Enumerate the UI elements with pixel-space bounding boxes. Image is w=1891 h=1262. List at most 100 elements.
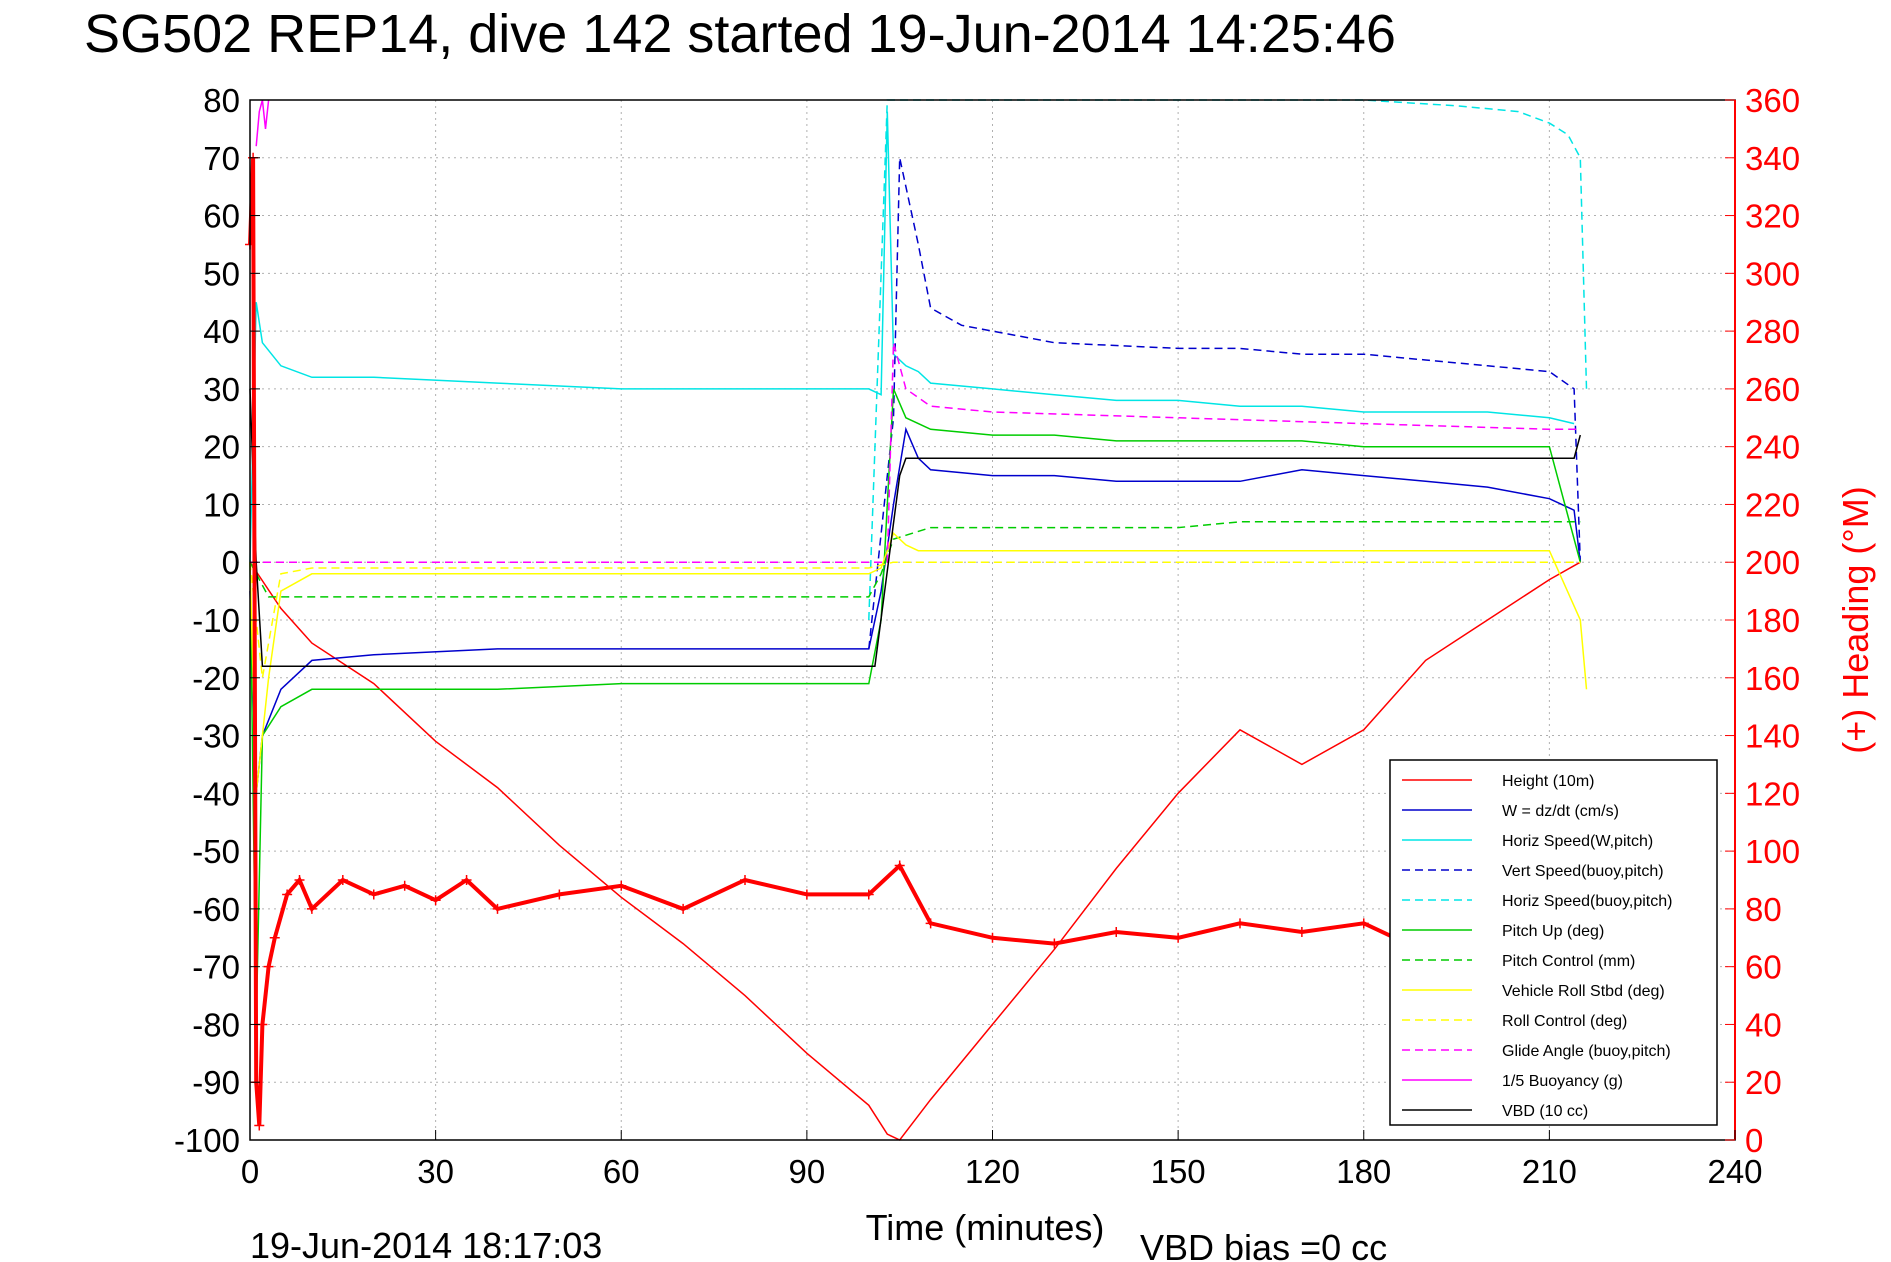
- right-tick-label: 300: [1745, 255, 1800, 292]
- heading-marker: [894, 860, 905, 871]
- y-tick-label: -40: [192, 775, 240, 812]
- footer-timestamp: 19-Jun-2014 18:17:03: [250, 1225, 602, 1262]
- heading-marker: [1173, 932, 1184, 943]
- y-axis-ticks: 80 70 60 50 40 30 20 10 0 -10 -20 -30 -40 -50 -60 -70 -8…: [174, 82, 260, 1159]
- heading-marker: [294, 875, 305, 885]
- right-tick-label: 340: [1745, 140, 1800, 177]
- x-tick-label: 120: [965, 1153, 1020, 1190]
- right-tick-label: 0: [1745, 1122, 1763, 1159]
- legend-box: [1389, 759, 1718, 1126]
- x-axis-label: Time (minutes): [866, 1207, 1105, 1248]
- y-tick-label: 70: [203, 140, 240, 177]
- heading-marker: [678, 903, 689, 914]
- right-tick-label: 260: [1745, 371, 1800, 408]
- heading-marker: [492, 903, 503, 914]
- right-tick-label: 180: [1745, 602, 1800, 639]
- right-tick-label: 280: [1745, 313, 1800, 350]
- right-tick-label: 200: [1745, 544, 1800, 581]
- heading-marker: [1235, 918, 1245, 929]
- series-line-roll-control-deg: [249, 561, 1581, 678]
- x-tick-label: 0: [241, 1153, 259, 1190]
- y-tick-label: 80: [203, 82, 240, 119]
- legend-label: Pitch Control (mm): [1502, 953, 1635, 970]
- y-tick-label: 40: [203, 313, 240, 350]
- right-tick-label: 220: [1745, 486, 1800, 523]
- heading-marker: [554, 889, 565, 900]
- y-tick-label: -50: [192, 833, 240, 870]
- right-tick-label: 40: [1745, 1006, 1782, 1043]
- series-line-vbd-10-cc: [249, 388, 1582, 667]
- x-tick-label: 150: [1151, 1153, 1206, 1190]
- right-tick-label: 20: [1745, 1064, 1782, 1101]
- right-tick-label: 80: [1745, 891, 1782, 928]
- y-tick-label: -100: [174, 1122, 240, 1159]
- y-tick-label: 50: [203, 255, 240, 292]
- heading-marker: [1358, 918, 1369, 929]
- heading-marker: [925, 918, 936, 929]
- legend-label: Horiz Speed(W,pitch): [1502, 833, 1653, 850]
- y-tick-label: 10: [203, 486, 240, 523]
- heading-marker: [801, 889, 812, 900]
- legend-label: Pitch Up (deg): [1502, 923, 1604, 940]
- legend-label: Vehicle Roll Stbd (deg): [1502, 983, 1665, 1000]
- heading-marker: [987, 932, 998, 943]
- x-tick-label: 30: [417, 1153, 454, 1190]
- right-tick-label: 240: [1745, 429, 1800, 466]
- y-tick-label: 20: [203, 429, 240, 466]
- right-tick-label: 120: [1745, 775, 1800, 812]
- legend-label: W = dz/dt (cm/s): [1502, 803, 1619, 820]
- series-line-pitch-up-deg: [249, 388, 1582, 1025]
- right-tick-label: 60: [1745, 949, 1782, 986]
- right-tick-label: 320: [1745, 198, 1800, 235]
- x-tick-label: 210: [1522, 1153, 1577, 1190]
- heading-marker: [616, 880, 627, 891]
- heading-marker: [399, 880, 410, 891]
- y-tick-label: 30: [203, 371, 240, 408]
- heading-marker: [368, 889, 379, 900]
- legend-label: Horiz Speed(buoy,pitch): [1502, 893, 1672, 910]
- right-tick-label: 100: [1745, 833, 1800, 870]
- x-axis-ticks: 0 30 60 90 120 150 180 210 240: [241, 1130, 1763, 1190]
- right-tick-label: 160: [1745, 660, 1800, 697]
- right-axis-label: (+) Heading (°M): [1835, 486, 1876, 753]
- x-tick-label: 90: [789, 1153, 826, 1190]
- legend: Height (10m) W = dz/dt (cm/s) Horiz Speed(…: [1389, 759, 1718, 1126]
- heading-marker: [263, 961, 274, 972]
- heading-marker: [1296, 927, 1307, 937]
- x-tick-label: 180: [1336, 1153, 1391, 1190]
- heading-marker: [282, 889, 293, 900]
- legend-label: Vert Speed(buoy,pitch): [1502, 863, 1664, 880]
- heading-marker: [1111, 927, 1122, 937]
- legend-label: Height (10m): [1502, 773, 1594, 790]
- series-line-pitch-control-mm: [249, 521, 1581, 598]
- right-tick-label: 140: [1745, 718, 1800, 755]
- heading-marker: [430, 895, 441, 906]
- heading-series: [245, 152, 1400, 1131]
- y-tick-label: -30: [192, 718, 240, 755]
- y-tick-label: -90: [192, 1064, 240, 1101]
- series-line-glide-angle-buoy-pitch: [250, 342, 1581, 563]
- x-tick-label: 240: [1707, 1153, 1762, 1190]
- series-line-horiz-speed-w-pitch: [249, 111, 1575, 563]
- y-tick-label: -60: [192, 891, 240, 928]
- heading-marker: [461, 875, 472, 885]
- right-tick-label: 360: [1745, 82, 1800, 119]
- heading-marker: [337, 875, 348, 885]
- series-line-height-10m: [249, 561, 1581, 1141]
- heading-marker: [863, 889, 874, 900]
- series-line-vert-speed-buoy-pitch: [868, 157, 1582, 649]
- y-tick-label: -10: [192, 602, 240, 639]
- footer-vbd-bias: VBD bias =0 cc: [1140, 1227, 1387, 1262]
- heading-marker: [740, 875, 750, 885]
- y-tick-label: 60: [203, 198, 240, 235]
- chart-title: SG502 REP14, dive 142 started 19-Jun-201…: [84, 4, 1396, 64]
- legend-label: Glide Angle (buoy,pitch): [1502, 1043, 1671, 1060]
- legend-entries: Height (10m) W = dz/dt (cm/s) Horiz Speed(…: [1402, 773, 1672, 1120]
- heading-marker: [254, 1120, 265, 1131]
- legend-label: VBD (10 cc): [1502, 1103, 1588, 1120]
- x-tick-label: 60: [603, 1153, 640, 1190]
- heading-marker: [1049, 938, 1060, 949]
- y-tick-label: 0: [222, 544, 240, 581]
- legend-label: Roll Control (deg): [1502, 1013, 1627, 1030]
